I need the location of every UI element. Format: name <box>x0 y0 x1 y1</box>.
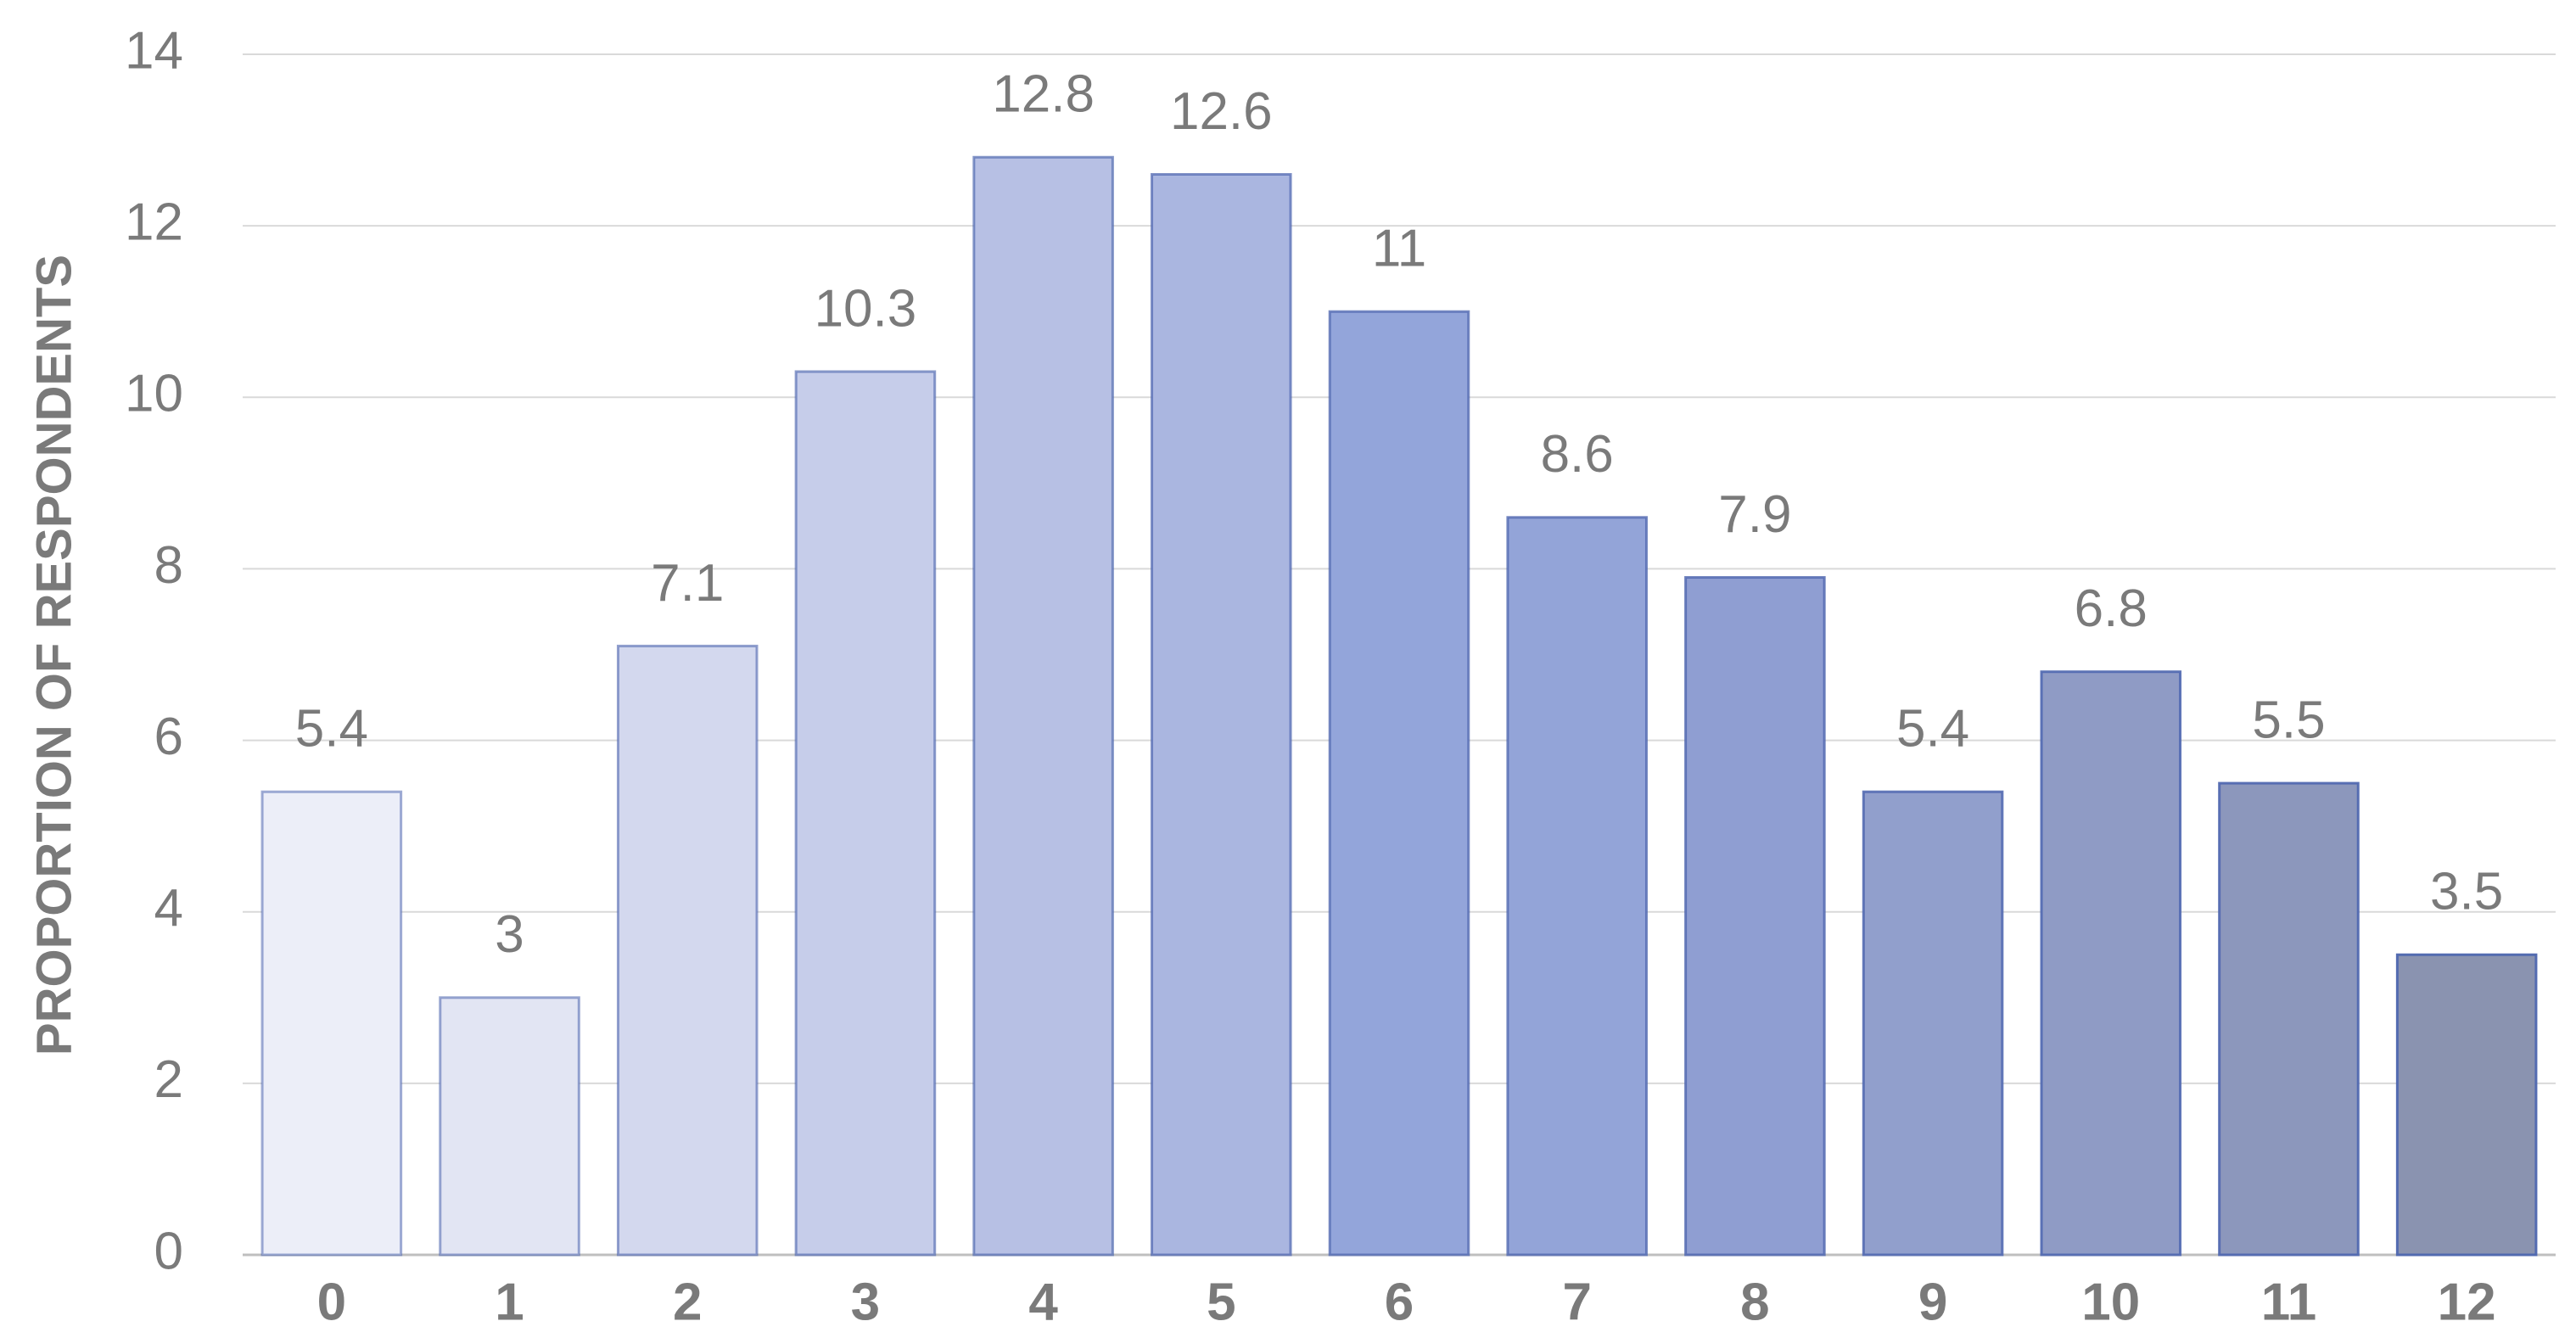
value-label: 12.8 <box>992 65 1095 124</box>
x-tick-label: 7 <box>1562 1273 1591 1331</box>
x-tick-label: 1 <box>495 1273 524 1331</box>
x-tick-label: 9 <box>1918 1273 1947 1331</box>
value-label: 12.6 <box>1170 82 1273 141</box>
value-label: 7.9 <box>1718 485 1791 544</box>
bar <box>260 790 403 1257</box>
bar <box>972 155 1114 1257</box>
x-tick-label: 4 <box>1028 1273 1058 1331</box>
value-label: 10.3 <box>815 279 917 338</box>
value-label: 7.1 <box>651 554 724 613</box>
bar <box>2040 670 2182 1257</box>
value-label: 5.4 <box>1896 700 1969 759</box>
y-tick-label: 12 <box>125 193 183 252</box>
value-label: 6.8 <box>2075 579 2148 638</box>
x-tick-label: 3 <box>851 1273 880 1331</box>
value-label: 8.6 <box>1541 425 1614 484</box>
value-label: 5.4 <box>295 700 368 759</box>
y-tick-label: 10 <box>125 365 183 423</box>
bar <box>439 996 580 1257</box>
bar <box>616 644 759 1257</box>
x-tick-label: 8 <box>1740 1273 1769 1331</box>
x-tick-label: 6 <box>1385 1273 1414 1331</box>
value-label: 11 <box>1372 220 1426 278</box>
bar <box>1506 516 1648 1257</box>
x-tick-label: 12 <box>2438 1273 2496 1331</box>
x-tick-label: 5 <box>1207 1273 1235 1331</box>
bar <box>1328 310 1470 1257</box>
y-tick-label: 0 <box>154 1222 183 1280</box>
y-tick-label: 8 <box>154 536 183 595</box>
bar <box>2395 953 2538 1257</box>
x-tick-label: 11 <box>2261 1273 2317 1331</box>
x-tick-label: 2 <box>673 1273 702 1331</box>
x-tick-label: 0 <box>317 1273 346 1331</box>
value-label: 5.5 <box>2252 691 2325 749</box>
y-tick-label: 14 <box>125 21 183 80</box>
y-tick-label: 6 <box>154 708 183 766</box>
bar <box>2218 781 2360 1257</box>
bar <box>794 370 937 1257</box>
bar <box>1862 790 2004 1257</box>
bar <box>1684 576 1826 1257</box>
bar <box>1151 173 1292 1257</box>
y-tick-label: 2 <box>154 1050 183 1109</box>
value-label: 3.5 <box>2430 863 2503 921</box>
y-axis-title: PROPORTION OF RESPONDENTS <box>26 255 81 1055</box>
x-tick-label: 10 <box>2081 1273 2140 1331</box>
value-label: 3 <box>495 905 524 964</box>
y-tick-label: 4 <box>154 879 183 938</box>
